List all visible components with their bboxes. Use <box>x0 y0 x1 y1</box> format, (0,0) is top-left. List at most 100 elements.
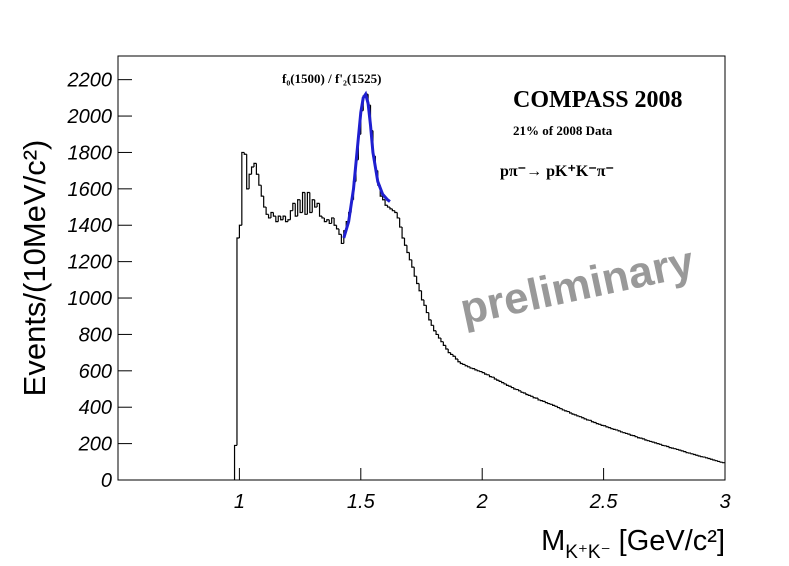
histogram-bin <box>304 192 308 215</box>
histogram-bin <box>646 439 650 442</box>
histogram-bin <box>634 435 638 438</box>
histogram-bin <box>435 330 439 336</box>
histogram-bin <box>605 425 609 428</box>
histogram-bin <box>508 385 512 387</box>
histogram-bin <box>335 225 339 230</box>
histogram-bin <box>649 440 653 443</box>
x-label-main: M <box>541 525 565 557</box>
histogram-bin <box>530 395 534 397</box>
histogram-bin <box>311 199 315 213</box>
histogram-bin <box>675 448 679 451</box>
histogram-bin <box>233 444 237 480</box>
histogram-bin <box>425 305 429 314</box>
histogram-bin <box>673 448 677 450</box>
histogram-bin <box>522 392 526 394</box>
histogram-bin <box>554 405 558 407</box>
histogram-bin <box>661 444 665 447</box>
histogram-bin <box>423 299 427 306</box>
x-tick-label: 2 <box>476 491 488 513</box>
histogram-bin <box>253 162 257 168</box>
dataset: 21% of 2008 Data <box>513 123 613 138</box>
histogram-bin <box>474 368 478 371</box>
histogram-bin <box>270 211 274 218</box>
histogram-bin <box>433 325 437 332</box>
histogram-bin <box>527 394 531 396</box>
histogram-bin <box>607 426 611 429</box>
histogram-bin <box>537 398 541 401</box>
histogram-bin <box>680 450 684 452</box>
histogram-bin <box>493 377 497 380</box>
histogram-bin <box>241 151 245 226</box>
histogram-bin <box>600 424 604 427</box>
histogram-bin <box>636 436 641 439</box>
histogram-bin <box>666 445 670 448</box>
histogram-bin <box>267 214 271 219</box>
histogram-bin <box>719 461 723 463</box>
histogram-bin <box>690 453 694 455</box>
histogram-bin <box>610 427 614 430</box>
histogram-bin <box>653 442 658 444</box>
histogram-bin <box>282 215 286 220</box>
histogram-bin <box>462 363 466 366</box>
y-tick-label: 200 <box>78 434 112 456</box>
histogram-bin <box>656 442 660 445</box>
histogram-bin <box>700 455 704 458</box>
histogram-bin <box>564 409 568 412</box>
histogram-bin <box>547 402 551 405</box>
histogram-bin <box>292 202 296 211</box>
y-tick-label: 800 <box>79 324 112 346</box>
histogram-bin <box>294 203 298 217</box>
histogram-bin <box>714 459 718 462</box>
histogram-bin <box>573 414 577 416</box>
histogram-bin <box>552 404 556 406</box>
histogram-bin <box>469 366 473 369</box>
histogram-bin <box>416 276 420 285</box>
histogram-bin <box>250 166 254 175</box>
histogram-bin <box>629 434 633 436</box>
x-tick-label: 2.5 <box>589 491 619 513</box>
histogram-bin <box>280 216 284 221</box>
histogram-bin <box>442 341 446 346</box>
histogram-bin <box>598 423 602 425</box>
histogram-bin <box>401 227 405 239</box>
histogram-bin <box>265 207 269 215</box>
histogram-bin <box>593 421 597 424</box>
histogram-bin <box>624 432 628 435</box>
y-tick-label: 1000 <box>68 288 113 310</box>
histogram-bin <box>704 457 709 459</box>
histogram-bin <box>619 430 624 433</box>
x-tick-label: 3 <box>719 491 730 513</box>
histogram-bin <box>318 203 322 217</box>
plot-frame <box>117 55 726 481</box>
histogram-bin <box>272 212 276 217</box>
peak-label: f₀(1500) / f'₂(1525) <box>282 71 382 86</box>
x-label-sub: K⁺K⁻ <box>565 542 610 563</box>
histogram-bin <box>391 208 395 212</box>
histogram-bin <box>503 382 507 385</box>
x-tick-label: 1.5 <box>347 491 376 513</box>
histogram-bin <box>333 217 337 226</box>
histogram-bin <box>513 387 517 390</box>
histogram-bin <box>498 380 502 382</box>
histogram-bin <box>275 216 279 223</box>
histogram-bin <box>331 217 335 224</box>
histogram-bin <box>510 386 514 389</box>
histogram-bin <box>452 354 456 357</box>
histogram-bin <box>450 352 454 356</box>
histogram-bin <box>501 381 505 384</box>
histogram-bin <box>496 379 500 381</box>
histogram-bin <box>484 372 488 375</box>
histogram-bin <box>323 217 327 223</box>
histogram-bin <box>590 420 594 423</box>
histogram-bin <box>328 219 332 225</box>
histogram-bin <box>532 396 536 399</box>
y-tick-label: 0 <box>101 470 112 492</box>
histogram-bin <box>709 458 713 460</box>
histogram-bin <box>549 403 553 405</box>
x-axis-label: MK⁺K⁻ [GeV/c²] <box>541 525 725 563</box>
histogram-bin <box>515 388 519 391</box>
x-tick-label: 1 <box>234 491 245 513</box>
histogram-bin <box>248 173 252 189</box>
histogram-bin <box>627 433 631 435</box>
histogram-bin <box>411 259 415 268</box>
